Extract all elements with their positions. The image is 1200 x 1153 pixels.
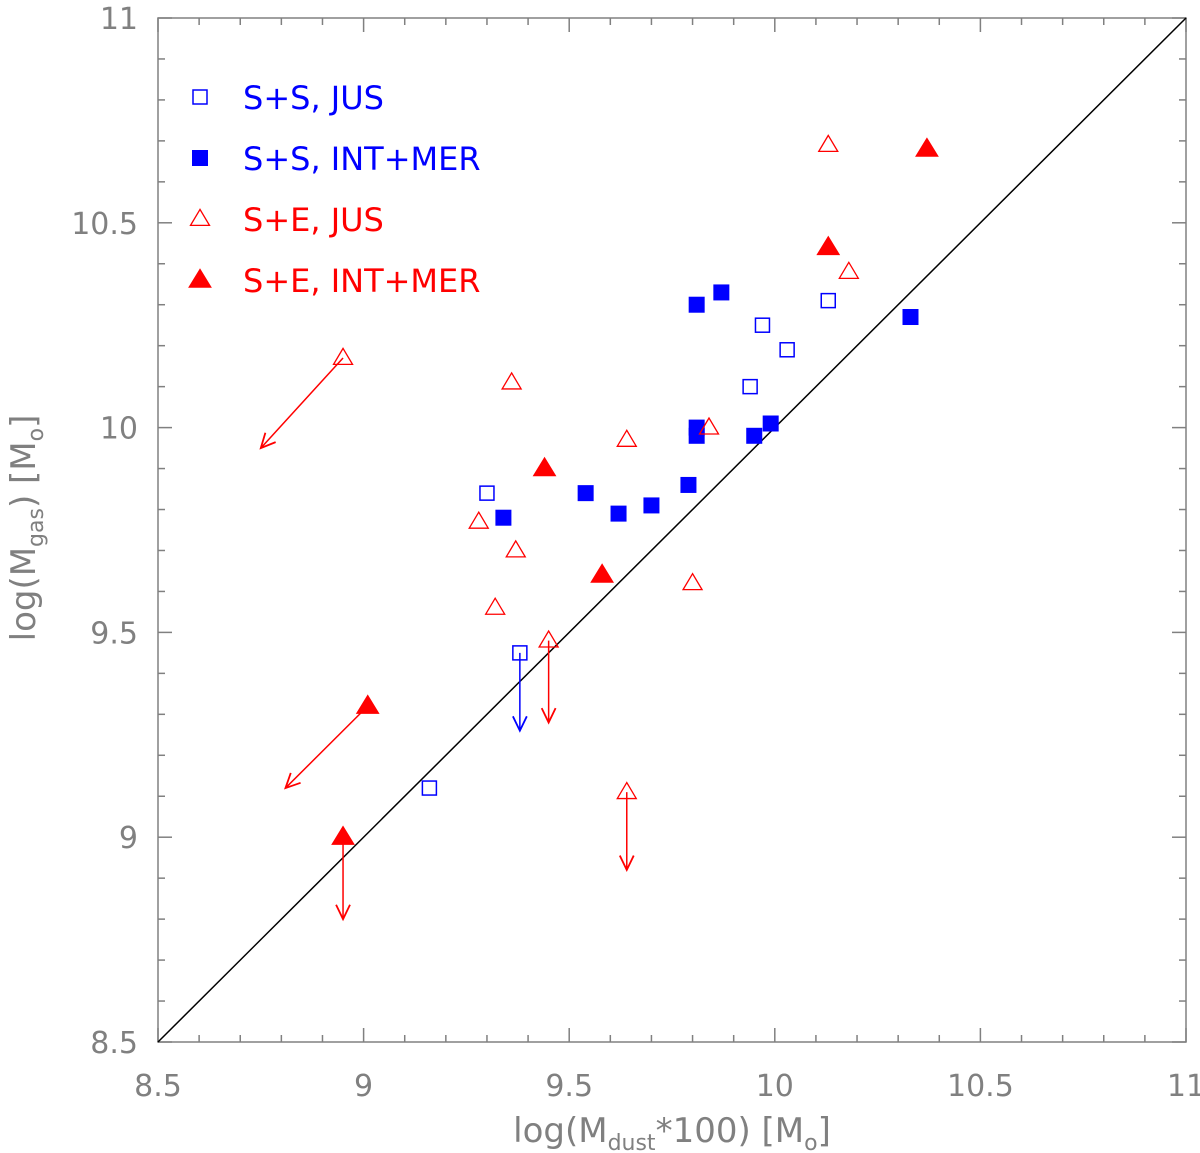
point-s-e-jus <box>838 261 860 280</box>
upper-limit-arrowhead <box>335 904 351 922</box>
point-s-e-int-mer <box>590 563 614 583</box>
legend-label: S+E, INT+MER <box>243 262 480 300</box>
point-s-s-jus <box>479 485 495 501</box>
y-axis-label-post: ) [M <box>4 441 44 508</box>
y-tick-label: 10.5 <box>71 207 138 242</box>
point-s-s-int-mer <box>577 485 594 502</box>
point-s-e-int-mer <box>355 694 380 714</box>
point-s-s-jus <box>512 645 528 661</box>
point-s-e-jus <box>681 572 704 591</box>
y-axis-label-sub2: o <box>24 428 49 441</box>
y-tick-label: 9.5 <box>90 616 138 651</box>
upper-limit-arrowhead <box>540 707 557 725</box>
point-s-s-int-mer <box>680 476 697 493</box>
y-tick-label: 8.5 <box>90 1026 138 1061</box>
point-s-e-jus <box>698 416 720 435</box>
y-tick-label: 11 <box>100 2 138 37</box>
upper-limit-arrow <box>284 705 369 789</box>
point-s-e-int-mer <box>915 137 939 157</box>
legend-label: S+E, JUS <box>243 201 384 239</box>
x-axis-label-sub: dust <box>608 1131 656 1153</box>
legend-marker <box>189 208 211 227</box>
data-points <box>331 134 939 845</box>
legend: S+S, JUS S+S, INT+MER S+E, JUS S+E, INT+MER <box>188 79 481 300</box>
y-axis-label-sub: gas <box>24 508 49 547</box>
upper-limit-arrows <box>259 357 635 922</box>
point-s-s-int-mer <box>713 284 730 301</box>
point-s-e-int-mer <box>532 456 557 477</box>
upper-limit-arrowhead <box>618 855 635 873</box>
point-s-e-jus <box>537 629 560 648</box>
point-s-e-jus <box>616 429 638 447</box>
y-tick-label: 10 <box>100 412 138 447</box>
point-s-e-jus <box>817 134 839 153</box>
point-s-e-int-mer <box>331 825 355 845</box>
x-tick-label: 10 <box>756 1069 794 1104</box>
y-tick-labels: 8.5 9 9.5 10 10.5 11 <box>71 2 138 1061</box>
x-tick-label: 9.5 <box>545 1069 593 1104</box>
x-axis-label-end: ] <box>818 1111 831 1151</box>
x-tick-label: 9 <box>354 1069 373 1104</box>
point-s-s-jus <box>754 317 771 333</box>
point-s-s-int-mer <box>610 505 627 522</box>
plot-frame <box>157 17 1187 1043</box>
point-s-e-jus <box>468 510 490 529</box>
x-axis-label-sub2: o <box>804 1131 817 1153</box>
y-axis-label-end: ] <box>4 415 44 428</box>
x-tick-labels: 8.5 9 9.5 10 10.5 11 <box>134 1069 1200 1104</box>
point-s-s-jus <box>421 780 438 796</box>
axis-ticks <box>157 17 1187 1043</box>
upper-limit-arrow <box>260 357 344 449</box>
point-s-s-int-mer <box>902 309 919 326</box>
legend-marker <box>188 268 212 288</box>
x-tick-label: 11 <box>1167 1069 1200 1104</box>
x-tick-label: 8.5 <box>134 1069 182 1104</box>
point-s-s-int-mer <box>762 415 779 432</box>
upper-limit-arrowhead <box>512 715 528 733</box>
x-axis-label-pre: log(M <box>513 1111 607 1151</box>
point-s-s-int-mer <box>746 427 763 444</box>
point-s-s-int-mer <box>495 509 512 526</box>
x-axis-label-post: *100) [M <box>656 1111 805 1151</box>
point-s-s-int-mer <box>688 296 705 313</box>
point-s-s-jus <box>820 292 837 309</box>
one-to-one-reference-line <box>157 17 1187 1043</box>
point-s-s-int-mer <box>643 497 660 514</box>
point-s-e-jus <box>505 539 527 558</box>
point-s-e-jus <box>332 347 354 366</box>
point-s-s-jus <box>779 342 795 358</box>
y-axis-label: log(Mgas) [Mo] <box>4 415 49 642</box>
y-axis-label-pre: log(M <box>4 547 44 641</box>
x-axis-label: log(Mdust*100) [Mo] <box>513 1111 831 1153</box>
legend-label: S+S, INT+MER <box>243 140 481 178</box>
point-s-e-jus <box>616 781 638 800</box>
upper-limit-arrowhead <box>284 772 301 790</box>
point-s-e-int-mer <box>816 235 841 256</box>
point-s-e-jus <box>500 371 523 390</box>
point-s-e-jus <box>484 596 506 615</box>
legend-marker <box>192 150 208 166</box>
y-tick-label: 9 <box>119 821 138 856</box>
upper-limit-arrowhead <box>259 432 276 450</box>
legend-label: S+S, JUS <box>243 79 384 117</box>
legend-marker <box>192 89 208 105</box>
x-tick-label: 10.5 <box>947 1069 1014 1104</box>
point-s-s-jus <box>742 378 758 395</box>
